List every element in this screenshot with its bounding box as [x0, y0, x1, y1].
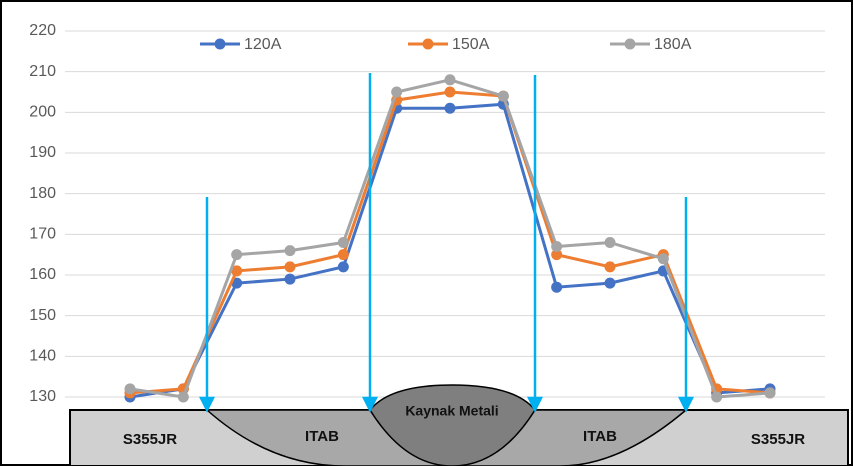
data-point	[551, 281, 563, 293]
y-tick-label: 200	[29, 104, 56, 121]
plot: 130 140 150 160 170 180 190 200 210 220 120A 150A 18…	[29, 22, 825, 405]
arrows	[198, 73, 695, 413]
y-tick-label: 210	[29, 63, 56, 80]
data-point	[497, 90, 509, 102]
data-point	[604, 277, 616, 289]
arrow-head	[526, 396, 544, 413]
y-tick-label: 150	[29, 307, 56, 324]
data-point	[337, 236, 349, 248]
data-point	[764, 387, 776, 399]
zone-label: Kaynak Metali	[405, 403, 498, 419]
y-tick-label: 180	[29, 185, 56, 202]
data-point	[337, 261, 349, 273]
y-tick-label: 130	[29, 388, 56, 405]
zone-label: S355JR	[751, 431, 805, 448]
y-tick-label: 140	[29, 348, 56, 365]
zone-label: ITAB	[305, 428, 339, 445]
weld-diagram: S355JR ITAB Kaynak Metali ITAB S355JR	[69, 384, 849, 466]
data-point	[551, 241, 563, 253]
data-point	[444, 74, 456, 86]
data-point	[657, 253, 669, 265]
legend-label: 150A	[452, 36, 490, 53]
data-point	[444, 102, 456, 114]
legend-marker	[214, 38, 226, 50]
y-tick-label: 160	[29, 266, 56, 283]
data-point	[177, 391, 189, 403]
zone-label: ITAB	[583, 428, 617, 445]
data-point	[337, 249, 349, 261]
zone-label: S355JR	[123, 431, 177, 448]
data-point	[711, 391, 723, 403]
data-point	[604, 261, 616, 273]
data-point	[284, 261, 296, 273]
data-point	[231, 249, 243, 261]
y-tick-label: 190	[29, 144, 56, 161]
data-point	[391, 86, 403, 98]
arrow-head	[677, 396, 695, 413]
legend-marker	[624, 38, 636, 50]
data-point	[551, 249, 563, 261]
legend-label: 120A	[244, 36, 282, 53]
y-tick-label: 170	[29, 226, 56, 243]
arrow-head	[361, 396, 379, 413]
data-point	[124, 383, 136, 395]
data-point	[231, 265, 243, 277]
data-point	[604, 236, 616, 248]
data-point	[284, 245, 296, 257]
legend-label: 180A	[654, 36, 692, 53]
legend-marker	[422, 38, 434, 50]
y-tick-label: 220	[29, 22, 56, 39]
arrow-head	[198, 396, 216, 413]
data-point	[444, 86, 456, 98]
data-point	[284, 273, 296, 285]
